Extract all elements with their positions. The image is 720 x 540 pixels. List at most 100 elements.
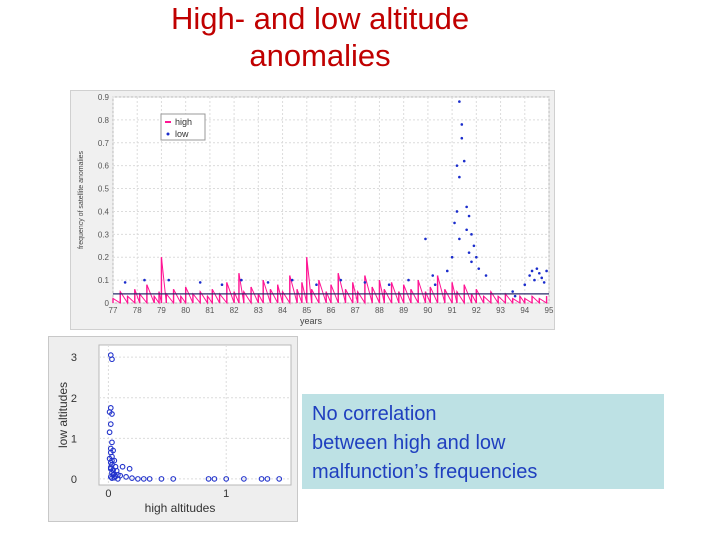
scatter-point [106, 429, 113, 436]
low-point [387, 283, 391, 286]
scatter-point [258, 476, 265, 482]
slide-title-line-2: anomalies [249, 38, 391, 73]
callout-line-1: No correlation [312, 403, 437, 425]
low-point [545, 269, 548, 273]
low-point [538, 271, 541, 275]
low-point [458, 237, 461, 241]
y-tick-label: 0.3 [98, 230, 110, 239]
x-tick-label: 94 [520, 306, 529, 315]
low-point [467, 251, 471, 254]
low-point [467, 214, 471, 218]
altitude-scatter-chart: 0 1 2 3 0 1 high altitudes low altitudes [56, 344, 292, 515]
y-axis-title: frequency of satellite anomalies [78, 150, 85, 249]
low-point [167, 278, 171, 282]
y-axis-title: low altitudes [56, 382, 70, 448]
low-point [462, 159, 466, 163]
low-point [533, 278, 536, 282]
legend: high low [160, 113, 206, 141]
low-point [143, 278, 146, 282]
low-point [530, 269, 534, 273]
x-axis-title: years [300, 316, 323, 326]
low-point [523, 283, 527, 286]
x-tick-label: 81 [205, 306, 214, 315]
y-tick-label: 0.5 [98, 185, 110, 194]
x-tick-label: 95 [545, 306, 554, 315]
low-point [458, 175, 461, 179]
low-point [513, 294, 517, 298]
low-point [433, 283, 437, 286]
y-tick-label: 0.2 [98, 253, 110, 262]
conclusion-callout: No correlation between high and low malf… [302, 394, 664, 489]
scatter-point [107, 465, 114, 472]
scatter-point [223, 476, 230, 482]
y-tick-label: 2 [71, 393, 77, 405]
low-point [220, 283, 224, 286]
scatter-point [158, 476, 165, 482]
y-tick-label: 0.1 [98, 276, 110, 285]
scatter-point [241, 476, 247, 482]
scatter-point [114, 476, 121, 482]
low-point [339, 278, 342, 282]
legend-low-swatch [166, 132, 170, 136]
x-tick-label: 77 [109, 306, 118, 315]
legend-high-label: high [175, 117, 192, 127]
scatter-point [107, 405, 114, 411]
scatter-point [109, 439, 115, 446]
y-tick-label: 0.7 [98, 139, 110, 148]
low-point [198, 281, 202, 284]
y-tick-label: 0 [71, 474, 77, 486]
scatter-point [276, 476, 283, 482]
low-point [542, 281, 546, 284]
y-tick-label: 0.4 [98, 207, 110, 216]
low-point [528, 274, 531, 277]
x-tick-label: 83 [254, 306, 263, 315]
scatter-point [129, 475, 135, 481]
x-tick-label: 89 [399, 306, 408, 315]
y-tick-label: 0 [105, 299, 110, 308]
x-tick-label: 88 [375, 306, 384, 315]
scatter-point [123, 474, 129, 480]
low-point [460, 123, 464, 126]
x-tick-label: 1 [223, 488, 229, 500]
low-point [424, 237, 427, 241]
x-tick-label: 80 [181, 306, 190, 315]
x-tick-label: 92 [472, 306, 481, 315]
low-point [266, 281, 270, 284]
y-tick-label: 0.8 [98, 116, 110, 125]
scatter-point [264, 476, 271, 482]
x-tick-label: 84 [278, 306, 287, 315]
low-point [460, 136, 464, 140]
slide-title-line-1: High- and low altitude [170, 1, 470, 36]
low-point [455, 164, 459, 167]
legend-box [160, 113, 206, 141]
low-point [477, 267, 481, 270]
y-tick-label: 0.6 [98, 162, 110, 171]
low-point [455, 210, 459, 213]
x-tick-label: 82 [230, 306, 239, 315]
slide-title: High- and low altitude anomalies [100, 0, 540, 74]
x-tick-label: 86 [327, 306, 336, 315]
low-point [445, 269, 449, 273]
y-tick-label: 0.9 [98, 93, 110, 102]
low-point [407, 278, 410, 282]
low-point [540, 276, 544, 280]
x-tick-label: 79 [157, 306, 166, 315]
low-point [535, 267, 539, 270]
x-tick-label: 91 [448, 306, 457, 315]
low-point [470, 233, 473, 236]
low-point [465, 228, 468, 232]
low-point [240, 278, 243, 282]
low-point [453, 221, 456, 225]
x-tick-label: 0 [105, 488, 111, 500]
low-point [484, 274, 488, 277]
low-point [450, 255, 454, 259]
scatter-point [135, 476, 141, 482]
y-tick-label: 3 [71, 352, 77, 364]
low-point [470, 260, 473, 264]
low-point [315, 283, 318, 286]
plot-area [98, 344, 292, 486]
scatter-point [107, 421, 114, 427]
callout-line-3: malfunction’s frequencies [312, 461, 538, 483]
scatter-point [146, 476, 153, 482]
scatter-point [109, 356, 115, 363]
